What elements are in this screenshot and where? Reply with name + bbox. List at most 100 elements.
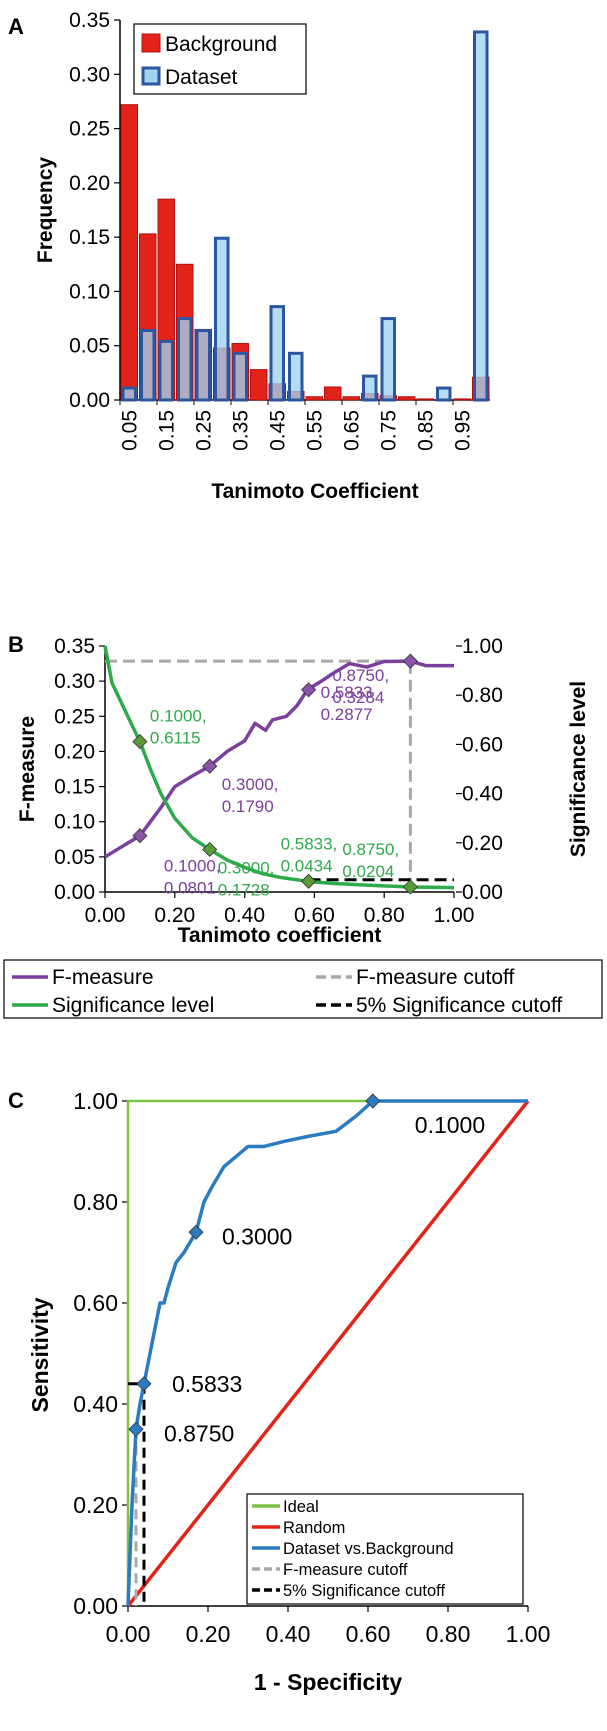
- y-tick-label: 0.20: [73, 1492, 118, 1518]
- y-tick-label-left: 0.30: [54, 670, 95, 693]
- x-tick-label: 0.00: [106, 1621, 151, 1647]
- legend-label-background: Background: [165, 33, 277, 56]
- y-axis-title: Sensitivity: [27, 1297, 53, 1412]
- roc-marker-label: 0.8750: [164, 1420, 234, 1446]
- background-bar: [306, 397, 323, 400]
- roc-marker: [137, 1377, 151, 1391]
- y-axis-title: Frequency: [34, 157, 57, 264]
- legend-label: 5% Significance cutoff: [356, 994, 562, 1017]
- background-bar: [417, 399, 434, 400]
- panel-letter-c: C: [8, 1088, 24, 1113]
- background-bar: [121, 105, 138, 400]
- marker-label: 0.6115: [150, 729, 201, 748]
- x-axis-title: Tanimoto coefficient: [178, 924, 382, 947]
- dataset-bar: [216, 238, 229, 400]
- marker-label: 0.3000,: [222, 775, 279, 794]
- dataset-bar: [438, 388, 451, 400]
- marker-label: 0.1728: [218, 880, 270, 899]
- legend-label: Random: [283, 1519, 345, 1537]
- dataset-bar: [475, 32, 488, 400]
- marker-label: 0.2877: [321, 705, 373, 724]
- y-axis-title-right: Significance level: [567, 681, 590, 857]
- panel-letter-b: B: [8, 632, 24, 657]
- marker-label: 0.8750,: [342, 840, 399, 859]
- x-tick-label: 0.85: [414, 410, 437, 451]
- dataset-bar: [179, 319, 192, 400]
- x-tick-label: 0.35: [229, 410, 252, 451]
- x-tick-label: 0.00: [85, 904, 126, 927]
- marker-label: 0.0434: [281, 856, 333, 875]
- panel-b-legend: F-measure F-measure cutoff Significance le…: [4, 960, 602, 1018]
- legend-label: Significance level: [52, 994, 214, 1017]
- background-bar: [251, 370, 268, 400]
- y-tick-label: 0.35: [69, 9, 110, 32]
- y-tick-label: 0.05: [69, 335, 110, 358]
- x-tick-label: 0.40: [266, 1621, 311, 1647]
- legend-label: F-measure cutoff: [283, 1561, 408, 1579]
- y-tick-label-left: 0.15: [54, 776, 95, 799]
- y-tick-label: 0.30: [69, 63, 110, 86]
- background-bar: [343, 397, 360, 400]
- legend-label-dataset: Dataset: [165, 66, 238, 89]
- marker-label: 0.8750,: [332, 666, 389, 685]
- marker-label: 0.1000,: [164, 857, 221, 876]
- marker-label: 0.1790: [222, 797, 274, 816]
- panel-letter-a: A: [8, 14, 24, 39]
- roc-marker-label: 0.5833: [172, 1371, 242, 1397]
- y-tick-label-left: 0.25: [54, 705, 95, 728]
- panel-c-roc-chart: 0.00 0.20 0.40 0.60 0.80 1.00 0.00 0.20 0.40 0.60…: [27, 1088, 550, 1695]
- marker-label: 0.1000,: [150, 707, 207, 726]
- dataset-bar: [364, 376, 377, 400]
- background-bar: [325, 387, 342, 400]
- x-tick-label: 0.55: [303, 410, 326, 451]
- x-tick-label: 0.95: [451, 410, 474, 451]
- marker-label: 0.0801: [164, 879, 216, 898]
- legend-swatch-background: [142, 34, 160, 52]
- y-tick-label: 0.80: [73, 1189, 118, 1215]
- y-tick-label-right: 1.00: [462, 635, 503, 658]
- marker-label: 0.5833,: [281, 834, 338, 853]
- x-tick-label: 0.60: [346, 1621, 391, 1647]
- x-axis-title: Tanimoto Coefficient: [211, 480, 418, 503]
- roc-marker-label: 0.3000: [222, 1223, 292, 1249]
- x-tick-label: 0.80: [426, 1621, 471, 1647]
- marker-label: 0.3000,: [218, 858, 275, 877]
- roc-marker-label: 0.1000: [415, 1112, 485, 1138]
- background-bar: [399, 397, 416, 400]
- x-tick-label: 0.20: [186, 1621, 231, 1647]
- dataset-bar: [160, 341, 173, 400]
- marker-label: 0.3284: [332, 688, 384, 707]
- dataset-bar: [382, 319, 395, 400]
- panel-b-fmeasure-chart: 0.000.050.100.150.200.250.300.350.000.20…: [16, 635, 590, 947]
- x-axis-title: 1 - Specificity: [254, 1669, 402, 1695]
- legend-label: F-measure cutoff: [356, 966, 515, 989]
- dataset-bar: [290, 353, 303, 400]
- x-tick-label: 1.00: [506, 1621, 551, 1647]
- dataset-bar: [197, 331, 210, 400]
- y-tick-label-right: 0.20: [462, 832, 503, 855]
- y-tick-label-right: 0.40: [462, 783, 503, 806]
- y-tick-label: 1.00: [73, 1088, 118, 1114]
- legend-label: F-measure: [52, 966, 154, 989]
- y-tick-label: 0.40: [73, 1391, 118, 1417]
- legend-swatch-dataset: [143, 68, 159, 84]
- y-tick-label-right: 0.80: [462, 684, 503, 707]
- f-measure-line: [105, 661, 454, 857]
- dataset-bar: [271, 307, 284, 400]
- panel-a-histogram: 0.00 0.05 0.10 0.15 0.20 0.25 0.30 0.35 0.05 0.15…: [34, 9, 490, 503]
- y-tick-label-left: 0.20: [54, 740, 95, 763]
- y-tick-label: 0.10: [69, 280, 110, 303]
- dataset-bar: [234, 353, 247, 400]
- x-tick-label: 0.15: [155, 410, 178, 451]
- y-tick-label: 0.20: [69, 172, 110, 195]
- dataset-bar: [142, 331, 155, 400]
- x-tick-label: 0.65: [340, 410, 363, 451]
- significance-marker: [133, 735, 147, 749]
- roc-marker: [129, 1422, 143, 1436]
- dataset-bar: [123, 388, 136, 400]
- significance-level-line: [105, 646, 454, 888]
- legend-label: Dataset vs.Background: [283, 1540, 454, 1558]
- background-bar: [454, 399, 471, 400]
- y-tick-label-right: 0.60: [462, 733, 503, 756]
